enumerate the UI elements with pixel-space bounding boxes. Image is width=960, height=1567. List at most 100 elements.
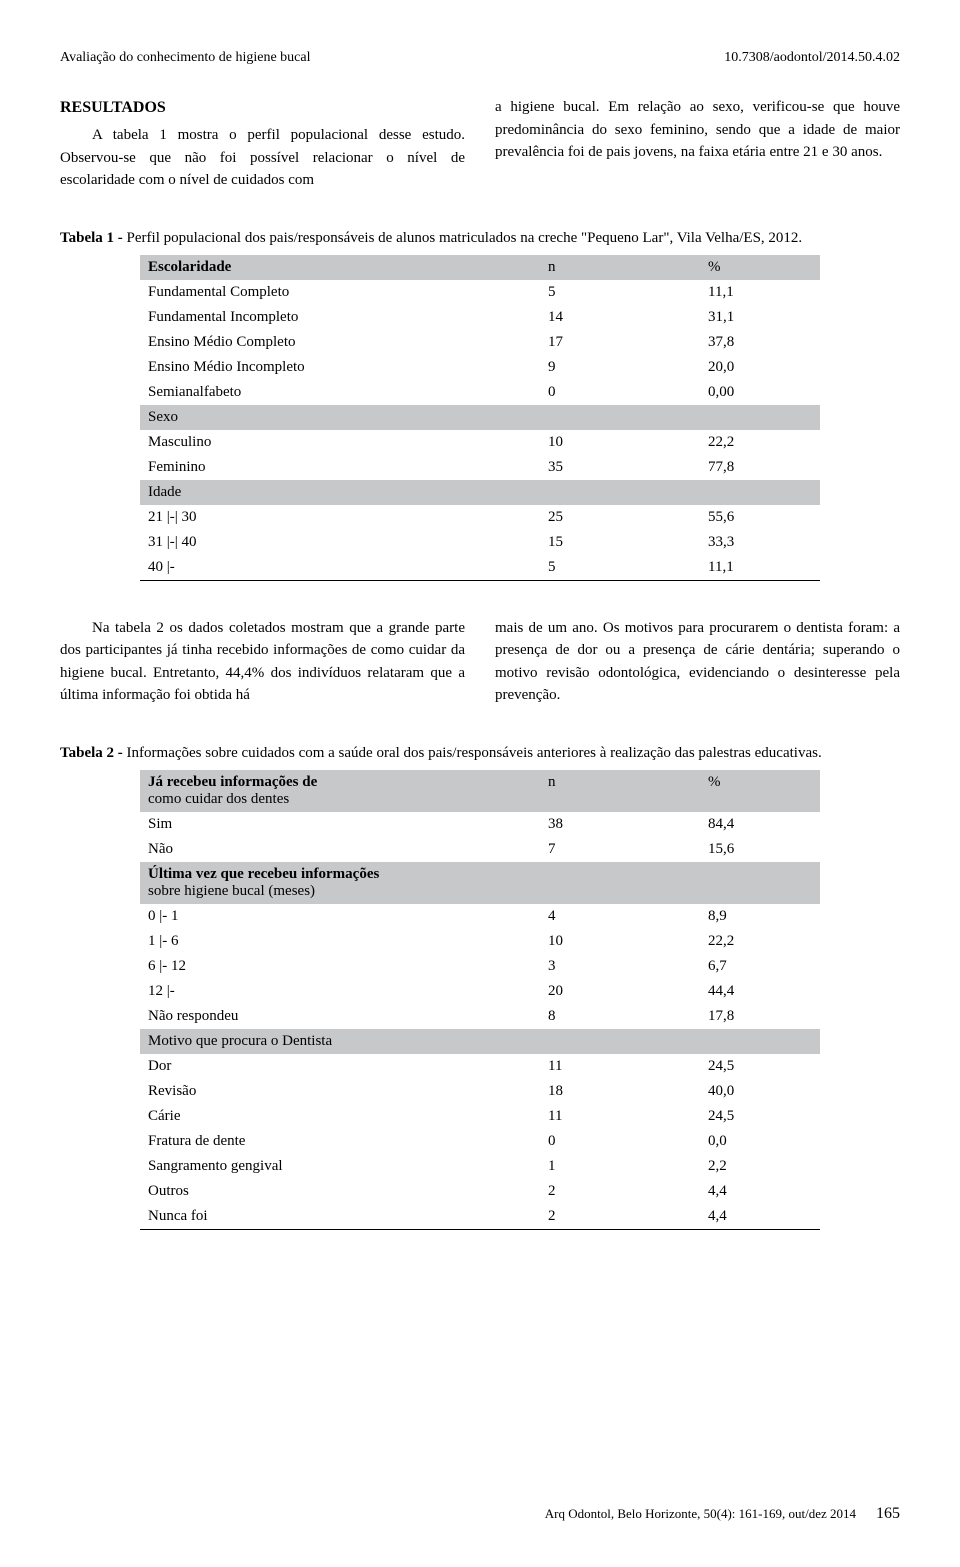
table-cell: 15,6	[700, 837, 820, 862]
table-cell: 10	[540, 929, 700, 954]
table2-caption-bold: Tabela 2 -	[60, 745, 123, 761]
table-cell: Fratura de dente	[140, 1129, 540, 1154]
table-row: Semianalfabeto00,00	[140, 380, 820, 405]
table-cell: Masculino	[140, 430, 540, 455]
table-cell: 40 |-	[140, 555, 540, 581]
mid-text-col2: mais de um ano. Os motivos para procurar…	[495, 617, 900, 707]
table-row: Fundamental Completo511,1	[140, 280, 820, 305]
table-cell: 8	[540, 1004, 700, 1029]
table-cell: Outros	[140, 1179, 540, 1204]
table-cell: 4	[540, 904, 700, 929]
table2-header1-rest: como cuidar dos dentes	[148, 791, 289, 807]
table-cell: 10	[540, 430, 700, 455]
table-row: Feminino3577,8	[140, 455, 820, 480]
table1-section2-body: Masculino1022,2Feminino3577,8	[140, 430, 820, 480]
table-cell: 38	[540, 812, 700, 837]
table-cell: 5	[540, 555, 700, 581]
table-cell: 0 |- 1	[140, 904, 540, 929]
table1-section1-body: Fundamental Completo511,1Fundamental Inc…	[140, 280, 820, 405]
table-cell: Fundamental Completo	[140, 280, 540, 305]
table-cell: 31 |-| 40	[140, 530, 540, 555]
table-row: 6 |- 1236,7	[140, 954, 820, 979]
table-cell: 9	[540, 355, 700, 380]
table2-header-n: n	[540, 770, 700, 812]
table-row: Nunca foi24,4	[140, 1204, 820, 1230]
table-cell: 22,2	[700, 430, 820, 455]
table-cell: 11,1	[700, 555, 820, 581]
table2-section3-header: Motivo que procura o Dentista	[140, 1029, 820, 1054]
table-cell: Semianalfabeto	[140, 380, 540, 405]
table2-caption-rest: Informações sobre cuidados com a saúde o…	[123, 745, 822, 761]
table-cell: 4,4	[700, 1204, 820, 1230]
table-cell: 24,5	[700, 1054, 820, 1079]
table-cell: 18	[540, 1079, 700, 1104]
table-cell: 84,4	[700, 812, 820, 837]
table-cell: Feminino	[140, 455, 540, 480]
table-cell: 0	[540, 380, 700, 405]
table-cell: 33,3	[700, 530, 820, 555]
table2: Já recebeu informações de como cuidar do…	[140, 770, 820, 1230]
mid-text-right: mais de um ano. Os motivos para procurar…	[495, 617, 900, 707]
table-cell: 20	[540, 979, 700, 1004]
table-cell: 1 |- 6	[140, 929, 540, 954]
resultados-col1: RESULTADOS A tabela 1 mostra o perfil po…	[60, 96, 465, 192]
table-cell: Ensino Médio Incompleto	[140, 355, 540, 380]
page-header: Avaliação do conhecimento de higiene buc…	[60, 50, 900, 66]
table-row: Sim3884,4	[140, 812, 820, 837]
table1-caption-rest: Perfil populacional dos pais/responsávei…	[123, 230, 802, 246]
table1-header-col0: Escolaridade	[140, 255, 540, 280]
table-cell: 2	[540, 1179, 700, 1204]
table-cell: Cárie	[140, 1104, 540, 1129]
table-cell: 8,9	[700, 904, 820, 929]
resultados-col2: a higiene bucal. Em relação ao sexo, ver…	[495, 96, 900, 192]
table2-caption: Tabela 2 - Informações sobre cuidados co…	[60, 745, 900, 762]
table1: Escolaridade n % Fundamental Completo511…	[140, 255, 820, 581]
table-row: 12 |-2044,4	[140, 979, 820, 1004]
table1-section2-header: Sexo	[140, 405, 820, 430]
table-cell: 17,8	[700, 1004, 820, 1029]
table2-header-pct: %	[700, 770, 820, 812]
table1-header-col1: n	[540, 255, 700, 280]
table-cell: Revisão	[140, 1079, 540, 1104]
table-cell: Sim	[140, 812, 540, 837]
table-cell: 17	[540, 330, 700, 355]
table-row: Masculino1022,2	[140, 430, 820, 455]
table-row: Fundamental Incompleto1431,1	[140, 305, 820, 330]
footer-citation: Arq Odontol, Belo Horizonte, 50(4): 161-…	[545, 1506, 856, 1522]
table-cell: 31,1	[700, 305, 820, 330]
table-cell: 12 |-	[140, 979, 540, 1004]
table-cell: 1	[540, 1154, 700, 1179]
table-cell: 37,8	[700, 330, 820, 355]
table2-section3-body: Dor1124,5Revisão1840,0Cárie1124,5Fratura…	[140, 1054, 820, 1230]
table-cell: 24,5	[700, 1104, 820, 1129]
table1-section3-body: 21 |-| 302555,631 |-| 401533,340 |-511,1	[140, 505, 820, 581]
table-cell: 44,4	[700, 979, 820, 1004]
table-cell: 0	[540, 1129, 700, 1154]
table-row: 1 |- 61022,2	[140, 929, 820, 954]
table-cell: Fundamental Incompleto	[140, 305, 540, 330]
table-cell: 22,2	[700, 929, 820, 954]
table2-header-row: Já recebeu informações de como cuidar do…	[140, 770, 820, 812]
table-row: Sangramento gengival12,2	[140, 1154, 820, 1179]
table-row: 21 |-| 302555,6	[140, 505, 820, 530]
table-cell: 14	[540, 305, 700, 330]
table-cell: 2	[540, 1204, 700, 1230]
table2-section2-rest: sobre higiene bucal (meses)	[148, 883, 315, 899]
table-cell: 35	[540, 455, 700, 480]
table-cell: Sangramento gengival	[140, 1154, 540, 1179]
table1-section3-label: Idade	[140, 480, 820, 505]
table-row: Revisão1840,0	[140, 1079, 820, 1104]
table2-section3-label: Motivo que procura o Dentista	[140, 1029, 820, 1054]
header-left: Avaliação do conhecimento de higiene buc…	[60, 50, 310, 66]
table-cell: 6,7	[700, 954, 820, 979]
table-row: 40 |-511,1	[140, 555, 820, 581]
mid-text-left: Na tabela 2 os dados coletados mostram q…	[60, 617, 465, 707]
table-row: Dor1124,5	[140, 1054, 820, 1079]
table-cell: 21 |-| 30	[140, 505, 540, 530]
footer-page-number: 165	[876, 1505, 900, 1523]
table1-section3-header: Idade	[140, 480, 820, 505]
table2-section2-bold: Última vez que recebeu informações	[148, 866, 379, 882]
table-row: Não respondeu817,8	[140, 1004, 820, 1029]
table-cell: 11,1	[700, 280, 820, 305]
table-cell: 3	[540, 954, 700, 979]
